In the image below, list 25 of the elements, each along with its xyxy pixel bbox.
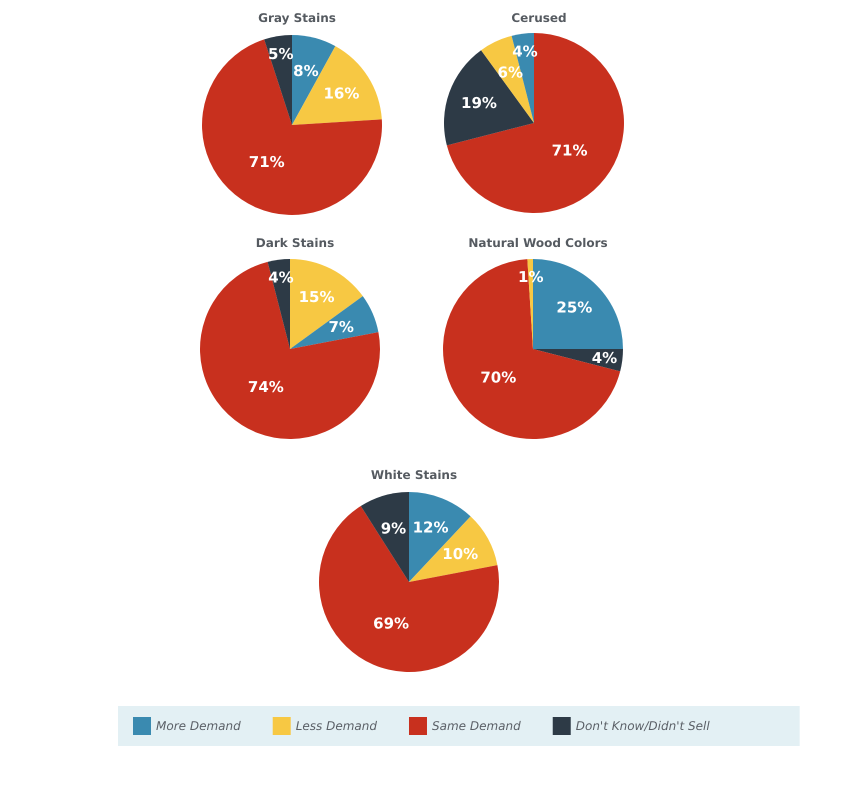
data-label: 19% — [461, 94, 497, 112]
legend-label: Same Demand — [432, 719, 522, 733]
data-label: 71% — [552, 142, 588, 160]
legend-label: Less Demand — [296, 719, 378, 733]
chart-title: Gray Stains — [258, 11, 336, 25]
chart-title: Dark Stains — [256, 236, 334, 250]
data-label: 74% — [248, 378, 284, 396]
legend-label: Don't Know/Didn't Sell — [576, 719, 710, 733]
data-label: 5% — [268, 44, 294, 63]
data-label: 16% — [323, 84, 360, 103]
data-label: 7% — [328, 318, 354, 336]
data-label: 15% — [298, 288, 335, 306]
data-label: 25% — [556, 298, 592, 317]
data-label: 70% — [480, 368, 516, 387]
data-label: 12% — [412, 518, 448, 537]
data-label: 4% — [592, 349, 618, 368]
data-label: 9% — [380, 519, 406, 538]
chart-title: Cerused — [511, 11, 567, 25]
data-label: 71% — [248, 153, 285, 172]
legend-label: More Demand — [156, 719, 242, 733]
chart-title: White Stains — [370, 468, 458, 482]
data-label: 69% — [373, 614, 410, 632]
data-label: 10% — [442, 544, 478, 563]
data-label: 8% — [293, 62, 319, 80]
chart-title: Natural Wood Colors — [468, 236, 608, 250]
